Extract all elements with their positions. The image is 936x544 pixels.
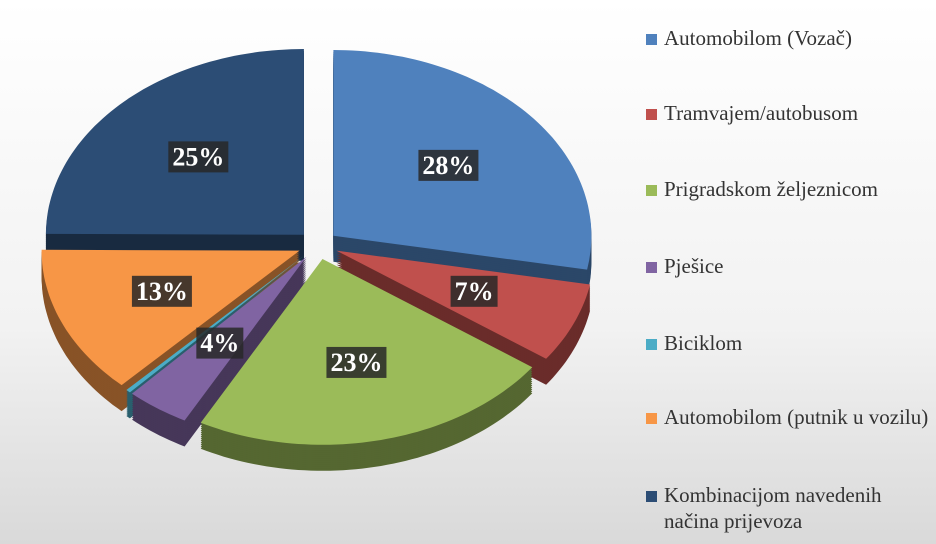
data-label-box <box>418 149 479 181</box>
legend-label: Pješice <box>664 254 724 278</box>
slice <box>41 249 300 386</box>
legend-swatch <box>646 262 657 273</box>
data-label: 25% <box>172 142 224 171</box>
data-label-box <box>326 346 387 378</box>
data-label: 28% <box>422 151 474 180</box>
data-label-box <box>131 275 192 307</box>
data-label-box <box>168 141 229 173</box>
data-label: 4% <box>200 329 239 358</box>
legend-label: Biciklom <box>664 331 743 355</box>
data-label-group: 4% <box>196 327 244 359</box>
legend-swatch <box>646 185 657 196</box>
legend-swatch <box>646 491 657 502</box>
legend-label: Prigradskom željeznicom <box>664 177 879 201</box>
data-label-group: 23% <box>326 346 387 378</box>
data-label-box <box>196 327 244 359</box>
data-label-group: 13% <box>131 275 192 307</box>
slice <box>126 255 305 393</box>
legend-label: Tramvajem/autobusom <box>664 101 859 125</box>
legend-label: Automobilom (Vozač) <box>664 26 852 50</box>
data-label: 7% <box>455 277 494 306</box>
legend-swatch <box>646 339 657 350</box>
pie-plot: 28% 7% 23% 4% 13% 25% <box>41 49 592 471</box>
data-label-group: 25% <box>168 141 229 173</box>
legend-swatch <box>646 34 657 45</box>
data-label: 13% <box>136 277 188 306</box>
data-label-box <box>450 275 498 307</box>
data-label-group: 7% <box>450 275 498 307</box>
data-label: 23% <box>330 348 382 377</box>
legend-label: Automobilom (putnik u vozilu) <box>664 405 929 429</box>
legend-swatch <box>646 109 657 120</box>
legend-swatch <box>646 413 657 424</box>
data-label-group: 28% <box>418 149 479 181</box>
legend-label: Kombinacijom navedenih načina prijevoza <box>664 483 882 533</box>
